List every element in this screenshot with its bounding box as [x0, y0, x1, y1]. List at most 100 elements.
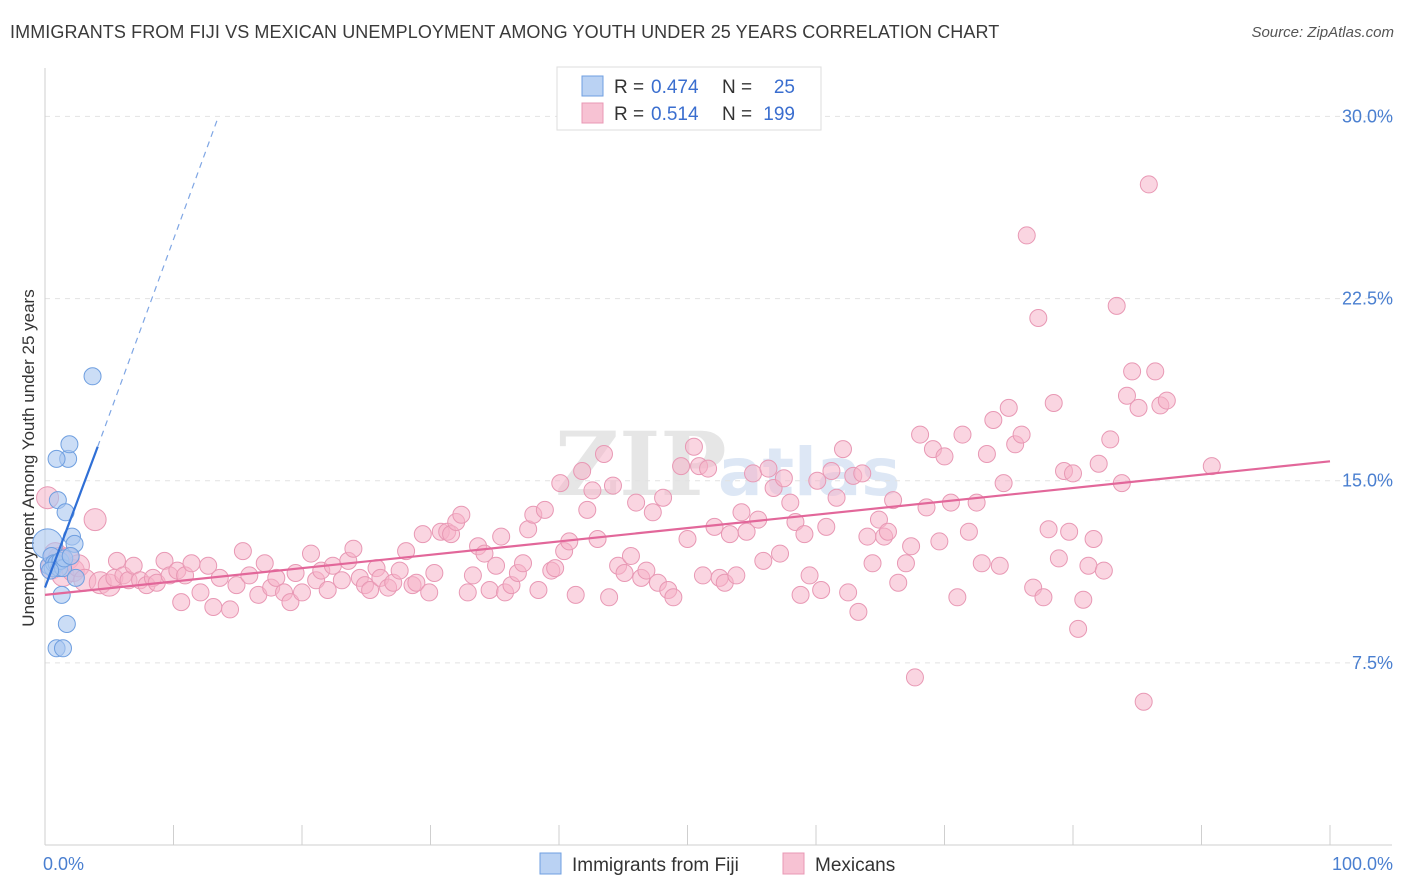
- mexicans-point: [948, 588, 967, 607]
- fiji-point: [60, 435, 79, 454]
- mexicans-point: [578, 500, 597, 519]
- mexicans-point: [759, 459, 778, 478]
- fiji-point: [52, 585, 71, 604]
- source-label: Source: ZipAtlas.com: [1251, 24, 1394, 41]
- legend-n-label: N =: [722, 104, 752, 125]
- mexicans-points: [36, 175, 1221, 711]
- mexicans-point: [1129, 398, 1148, 417]
- mexicans-point: [727, 566, 746, 585]
- series-legend-label: Mexicans: [815, 855, 895, 876]
- mexicans-point: [1029, 309, 1048, 327]
- mexicans-point: [1094, 561, 1113, 580]
- mexicans-point: [240, 566, 259, 585]
- mexicans-point: [551, 474, 570, 493]
- legend-r-value: 0.514: [651, 104, 699, 125]
- mexicans-point: [917, 498, 936, 517]
- legend-swatch: [581, 75, 604, 97]
- fiji-point: [53, 639, 72, 658]
- y-tick-label: 30.0%: [1342, 106, 1393, 126]
- chart-title: IMMIGRANTS FROM FIJI VS MEXICAN UNEMPLOY…: [10, 22, 1000, 42]
- mexicans-point: [413, 525, 432, 544]
- fiji-point: [61, 547, 80, 565]
- mexicans-point: [286, 564, 305, 582]
- mexicans-point: [1060, 522, 1079, 541]
- mexicans-point: [83, 508, 107, 532]
- mexicans-point: [935, 447, 954, 466]
- mexicans-point: [795, 525, 814, 544]
- mexicans-point: [959, 522, 978, 541]
- x-tick-label: 0.0%: [43, 854, 84, 874]
- axes: [44, 68, 1392, 846]
- mexicans-point: [425, 564, 444, 582]
- mexicans-point: [884, 491, 903, 510]
- mexicans-point: [1017, 226, 1036, 245]
- mexicans-point: [546, 559, 565, 578]
- legend-n-label: N =: [722, 77, 752, 98]
- mexicans-point: [637, 561, 656, 580]
- correlation-legend: R = 0.474 N = 25 R = 0.514 N = 199: [556, 66, 822, 131]
- mexicans-point: [407, 573, 426, 592]
- mexicans-point: [643, 503, 662, 522]
- mexicans-point: [529, 581, 548, 599]
- mexicans-point: [1034, 588, 1053, 607]
- mexicans-point: [849, 602, 868, 621]
- mexicans-point: [615, 564, 634, 582]
- fiji-point: [57, 615, 76, 633]
- mexicans-point: [318, 581, 337, 599]
- mexicans-point: [1064, 464, 1082, 483]
- mexicans-point: [817, 517, 836, 536]
- mexicans-point: [583, 481, 602, 500]
- mexicans-point: [458, 583, 477, 602]
- mexicans-point: [744, 464, 763, 483]
- mexicans-point: [255, 554, 274, 573]
- mexicans-point: [1101, 430, 1120, 449]
- mexicans-point: [1012, 425, 1031, 444]
- mexicans-point: [774, 469, 793, 488]
- mexicans-point: [889, 573, 908, 592]
- mexicans-point: [1117, 386, 1136, 405]
- x-tick-label: 100.0%: [1332, 854, 1393, 874]
- mexicans-point: [390, 561, 409, 580]
- mexicans-point: [800, 566, 819, 585]
- mexicans-point: [1157, 391, 1176, 410]
- mexicans-point: [603, 476, 622, 495]
- mexicans-point: [492, 527, 511, 546]
- mexicans-point: [1134, 692, 1153, 711]
- y-tick-label: 15.0%: [1342, 471, 1393, 491]
- mexicans-point: [911, 425, 930, 444]
- mexicans-point: [999, 398, 1018, 417]
- mexicans-point: [812, 581, 831, 599]
- mexicans-point: [361, 581, 380, 599]
- mexicans-point: [994, 474, 1013, 493]
- fiji-points: [32, 367, 102, 658]
- mexicans-point: [822, 462, 841, 480]
- mexicans-point: [699, 459, 718, 478]
- mexicans-point: [535, 500, 554, 519]
- mexicans-point: [1089, 454, 1108, 473]
- mexicans-point: [984, 411, 1003, 429]
- legend-swatch: [581, 102, 604, 124]
- mexicans-point: [781, 493, 800, 512]
- mexicans-point: [896, 554, 915, 573]
- mexicans-point: [833, 440, 852, 459]
- mexicans-point: [1079, 556, 1098, 575]
- mexicans-point: [990, 556, 1009, 575]
- mexicans-point: [1049, 549, 1068, 568]
- mexicans-point: [672, 457, 691, 476]
- mexicans-point: [1123, 362, 1142, 381]
- mexicans-point: [1107, 296, 1126, 315]
- legend-n-value: 25: [774, 77, 795, 98]
- fiji-point: [41, 561, 60, 580]
- fiji-trend-line: [43, 446, 99, 588]
- mexicans-point: [566, 585, 585, 604]
- series-legend-swatch: [539, 852, 562, 875]
- x-tick-labels: 0.0% 100.0%: [43, 854, 1393, 874]
- mexicans-point: [858, 527, 877, 546]
- legend-r-value: 0.474: [651, 77, 699, 98]
- mexicans-point: [397, 542, 416, 561]
- mexicans-point: [1139, 175, 1158, 194]
- mexicans-point: [221, 600, 240, 619]
- mexicans-point: [573, 462, 592, 480]
